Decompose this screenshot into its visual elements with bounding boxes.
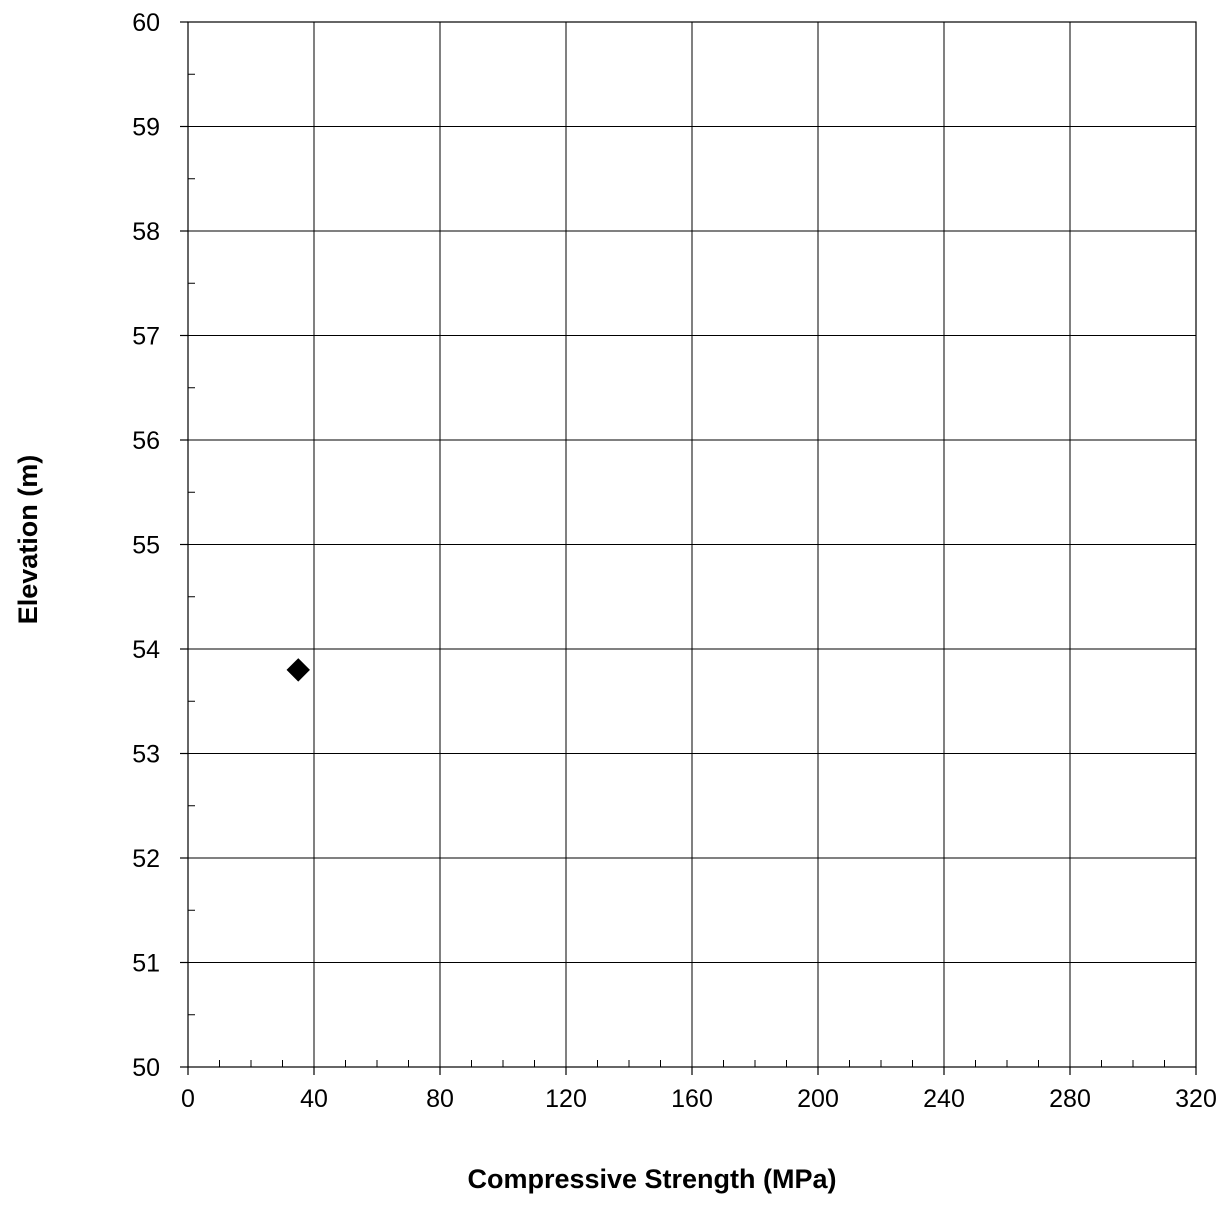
y-axis-tick-labels: 50 51 52 53 54 55 56 57 58 59 60 <box>132 9 160 1082</box>
y-axis-title: Elevation (m) <box>13 455 43 625</box>
x-tick-label: 0 <box>181 1085 195 1113</box>
x-tick-label: 40 <box>300 1085 328 1113</box>
y-tick-label: 55 <box>132 532 160 560</box>
x-axis-tick-labels: 0 40 80 120 160 200 240 280 320 <box>181 1085 1217 1113</box>
y-tick-label: 60 <box>132 9 160 37</box>
grid-lines <box>188 22 1196 1067</box>
y-tick-label: 59 <box>132 114 160 142</box>
y-tick-label: 57 <box>132 323 160 351</box>
minor-ticks <box>180 21 1197 1075</box>
x-tick-label: 240 <box>923 1085 965 1113</box>
data-point-diamond <box>286 658 310 682</box>
y-tick-label: 58 <box>132 218 160 246</box>
y-tick-label: 51 <box>132 950 160 978</box>
x-tick-label: 200 <box>797 1085 839 1113</box>
y-tick-label: 54 <box>132 636 160 664</box>
x-tick-label: 120 <box>545 1085 587 1113</box>
y-tick-label: 50 <box>132 1054 160 1082</box>
x-tick-label: 160 <box>671 1085 713 1113</box>
x-tick-label: 320 <box>1175 1085 1217 1113</box>
data-points <box>286 658 310 682</box>
x-axis-title: Compressive Strength (MPa) <box>467 1164 836 1194</box>
plot-area-frame <box>187 21 1197 1068</box>
y-tick-label: 52 <box>132 845 160 873</box>
y-tick-label: 53 <box>132 741 160 769</box>
y-tick-label: 56 <box>132 427 160 455</box>
x-tick-label: 80 <box>426 1085 454 1113</box>
x-tick-label: 280 <box>1049 1085 1091 1113</box>
